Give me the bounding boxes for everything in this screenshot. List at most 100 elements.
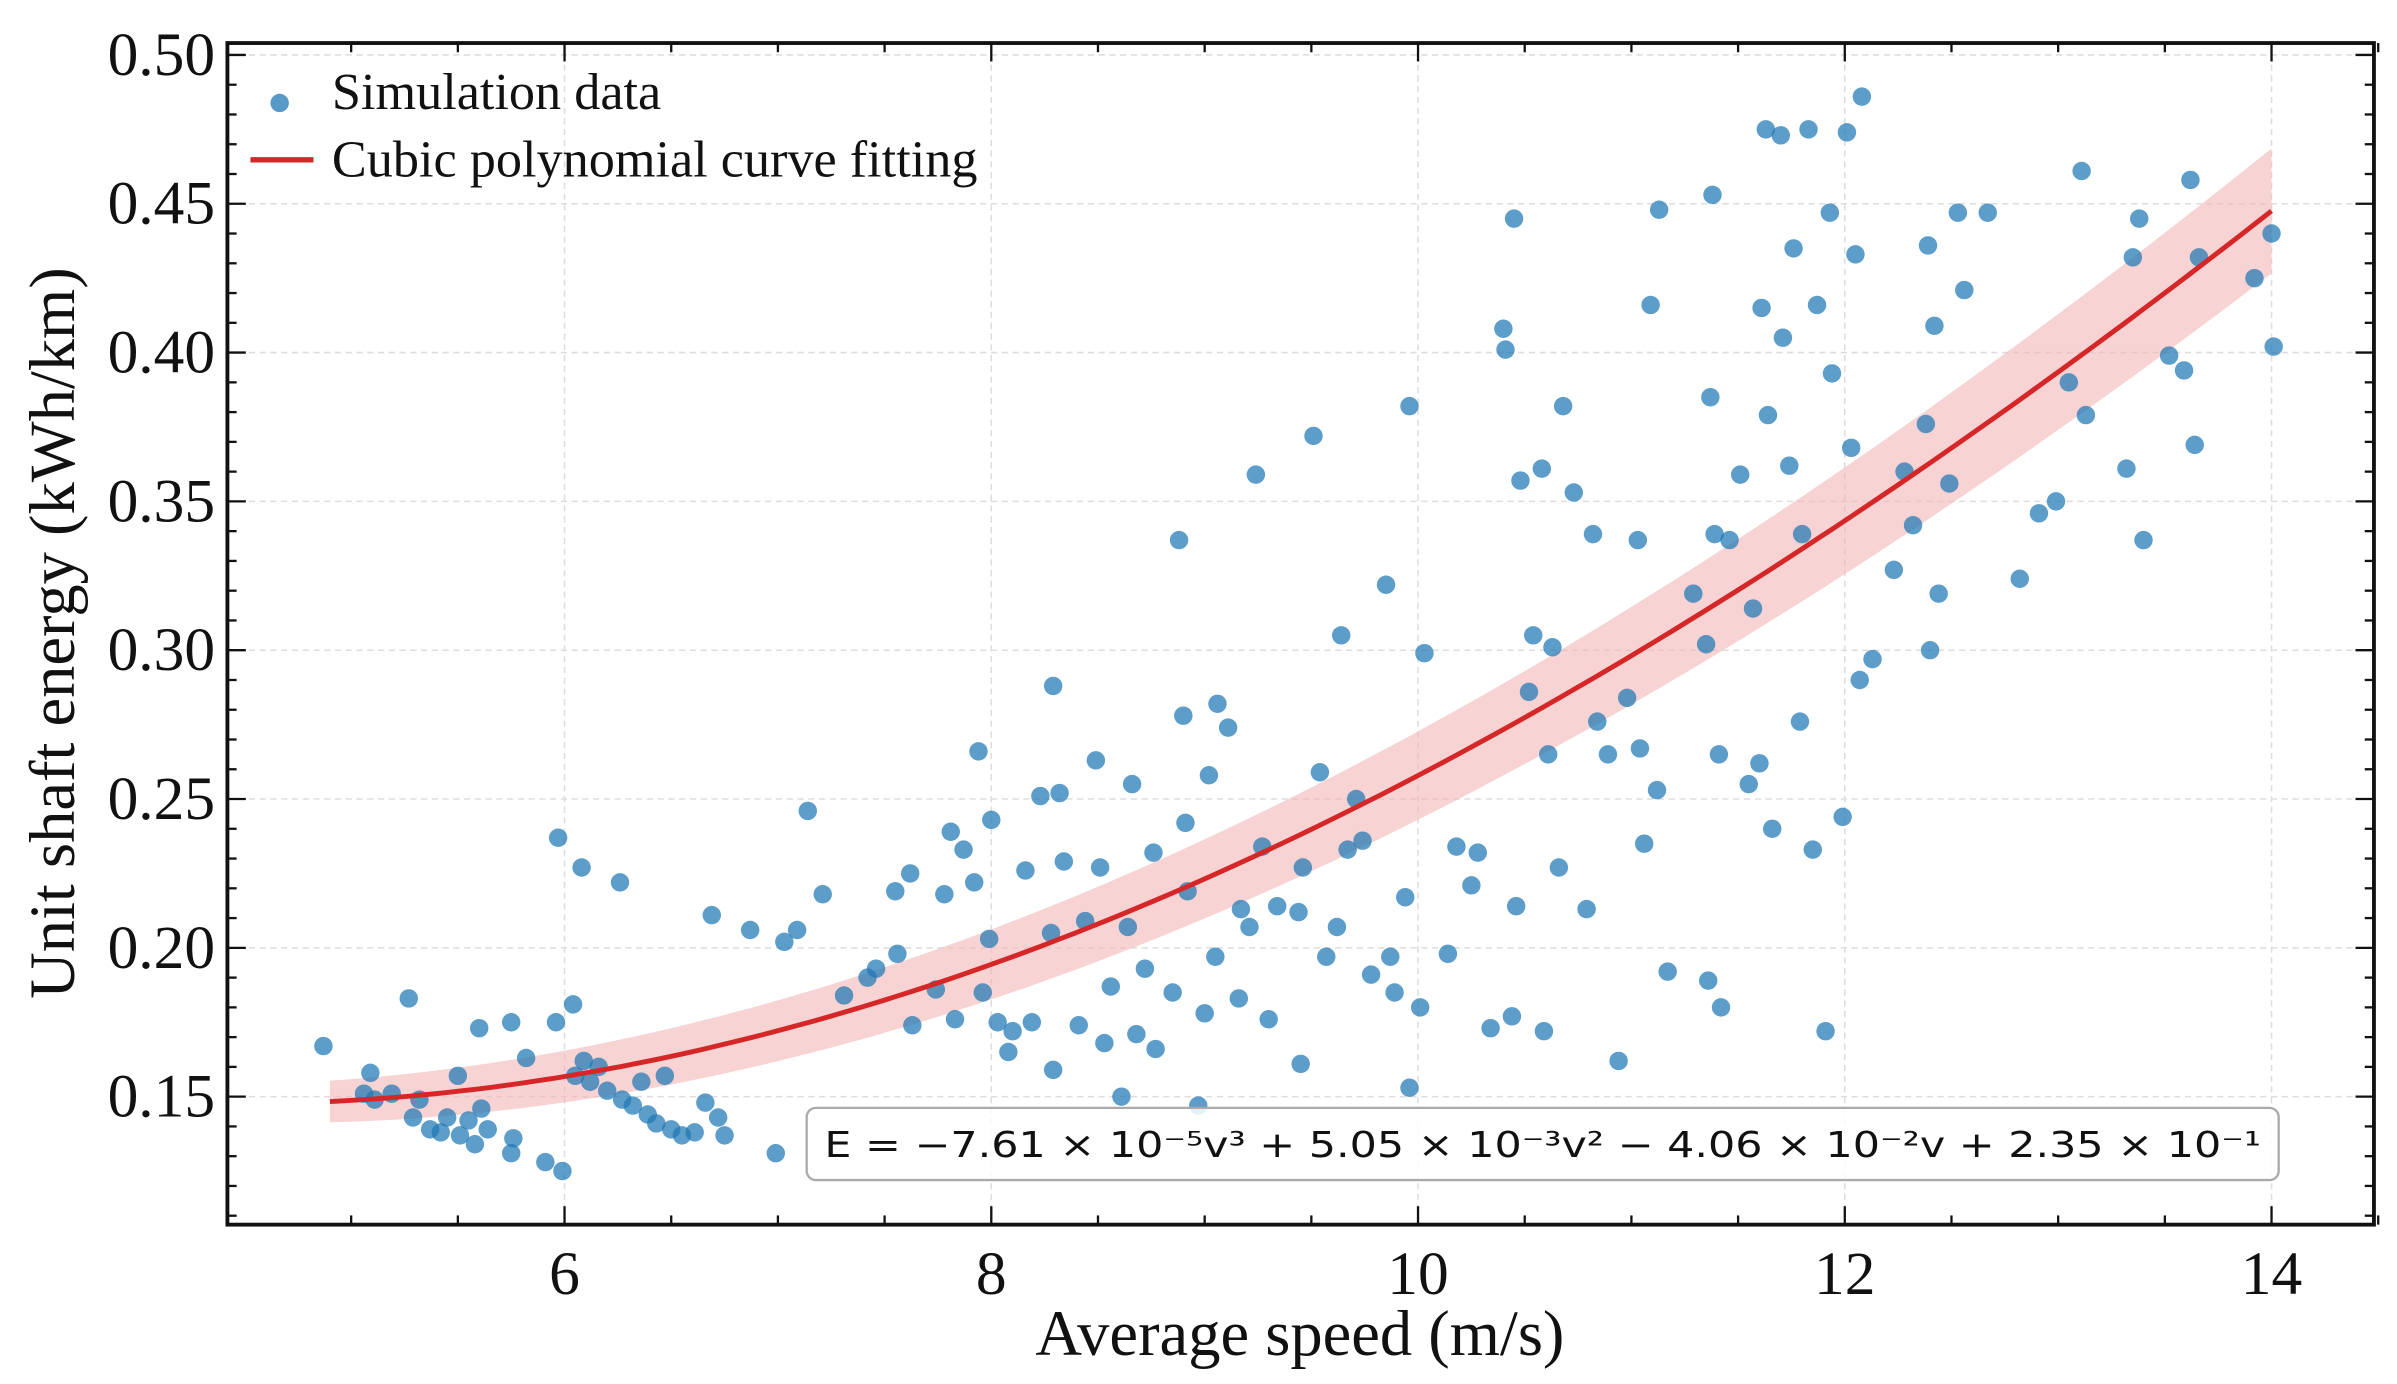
data-point: [1208, 694, 1227, 714]
data-point: [982, 810, 1001, 830]
data-point: [431, 1123, 451, 1142]
data-point: [1696, 635, 1716, 654]
data-point: [1090, 858, 1110, 877]
data-point: [437, 1108, 457, 1127]
data-point: [1790, 712, 1810, 731]
data-point: [647, 1114, 666, 1133]
data-point: [1756, 120, 1776, 139]
data-point: [1118, 917, 1138, 937]
data-point: [478, 1120, 497, 1139]
data-point: [1598, 745, 1618, 764]
data-point: [1822, 364, 1842, 383]
data-point: [1267, 896, 1287, 916]
y-tick-label: 0.20: [108, 914, 216, 982]
data-point: [1720, 530, 1739, 550]
data-point: [1903, 515, 1923, 535]
data-point: [1043, 1060, 1063, 1080]
data-point: [314, 1036, 333, 1056]
data-point: [1218, 718, 1238, 737]
data-point: [1031, 786, 1050, 806]
scatter-points: [314, 87, 2283, 1181]
data-point: [469, 1018, 489, 1038]
data-point: [403, 1108, 423, 1127]
data-point: [1918, 236, 1938, 255]
data-point: [501, 1143, 521, 1163]
data-point: [1410, 998, 1430, 1017]
data-point: [1925, 316, 1944, 336]
data-point: [1229, 989, 1249, 1008]
data-point: [1792, 524, 1812, 544]
data-point: [1641, 295, 1660, 315]
data-point: [1852, 87, 1872, 106]
data-point: [1174, 706, 1193, 725]
data-point: [1978, 203, 1997, 222]
data-point: [1481, 1018, 1500, 1038]
data-point: [1799, 120, 1818, 139]
data-point: [465, 1135, 485, 1154]
data-point: [1101, 977, 1120, 996]
data-point: [1731, 465, 1750, 484]
data-point: [516, 1048, 536, 1068]
data-point: [2159, 346, 2179, 365]
data-point: [459, 1111, 478, 1130]
data-point: [580, 1072, 600, 1091]
data-point: [1583, 524, 1603, 544]
data-point: [979, 929, 999, 949]
data-point: [945, 1010, 965, 1029]
data-point: [1259, 1010, 1278, 1029]
data-point: [1246, 465, 1266, 484]
data-point: [572, 858, 591, 877]
data-point: [1003, 1021, 1022, 1041]
data-point: [1564, 483, 1584, 502]
data-point: [399, 989, 418, 1008]
data-point: [1462, 876, 1481, 895]
data-point: [1447, 837, 1466, 856]
data-point: [766, 1143, 785, 1163]
data-point: [632, 1072, 651, 1091]
data-point: [1041, 923, 1061, 943]
data-point: [1534, 1021, 1554, 1041]
data-point: [2264, 337, 2283, 356]
data-point: [1199, 765, 1219, 785]
data-point: [1353, 831, 1372, 850]
data-point: [1095, 1033, 1114, 1053]
data-point: [1291, 1054, 1310, 1074]
legend-label-fit: Cubic polynomial curve fitting: [332, 131, 978, 189]
data-point: [988, 1013, 1007, 1032]
data-point: [1310, 763, 1330, 782]
data-point: [1169, 530, 1189, 550]
data-point: [969, 742, 988, 761]
axes: [225, 41, 2380, 1227]
data-point: [1327, 917, 1347, 937]
data-point: [1577, 899, 1596, 919]
data-point: [1496, 340, 1515, 359]
data-point: [813, 885, 832, 904]
data-point: [1628, 530, 1648, 550]
data-point: [1163, 983, 1182, 1002]
data-point: [2185, 435, 2204, 455]
x-tick-label: 6: [549, 1240, 580, 1308]
fit-curve: [329, 209, 2273, 1105]
data-point: [1293, 858, 1313, 877]
data-point: [2046, 492, 2066, 511]
data-point: [1385, 983, 1404, 1002]
data-point: [1122, 774, 1142, 794]
data-point: [1506, 896, 1526, 916]
data-point: [1752, 298, 1771, 318]
data-point: [1206, 947, 1225, 966]
data-point: [448, 1066, 468, 1086]
data-point: [2245, 268, 2264, 288]
data-point: [1376, 575, 1396, 594]
data-point: [702, 905, 721, 925]
data-point: [1929, 584, 1948, 603]
data-point: [2262, 224, 2281, 243]
data-point: [1948, 203, 1968, 222]
data-point: [1289, 902, 1308, 922]
y-axis-label: Unit shaft energy (kWh/km): [16, 267, 88, 999]
x-tick-label: 10: [1387, 1240, 1448, 1308]
data-point: [1127, 1024, 1146, 1044]
data-point: [1553, 396, 1573, 416]
data-point: [715, 1126, 734, 1145]
fit-confidence-band: [329, 148, 2272, 1123]
